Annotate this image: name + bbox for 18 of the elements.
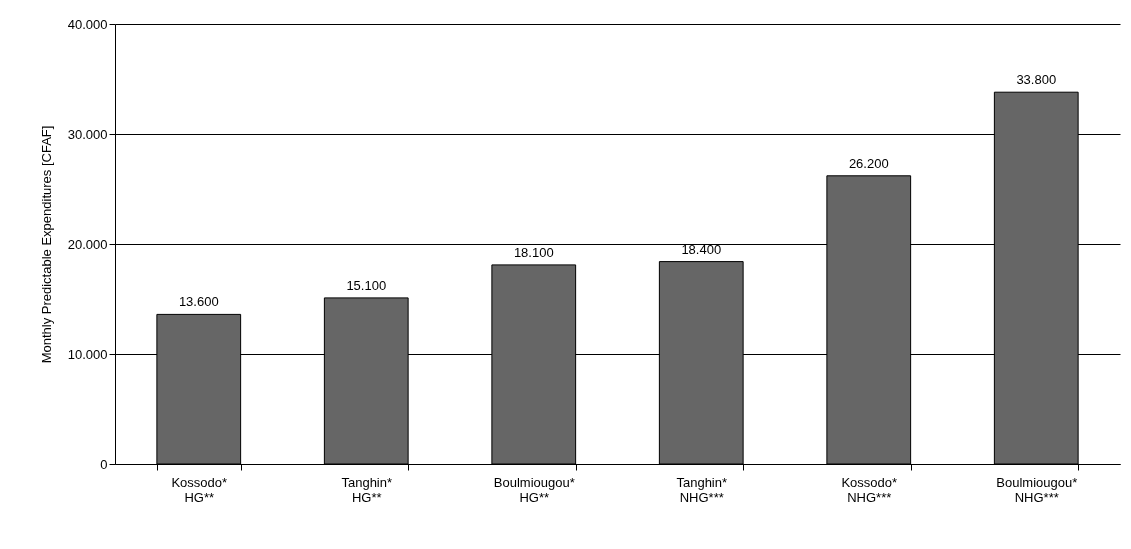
- y-tick-label: 0: [100, 456, 108, 472]
- x-tick-label: Boulmiougou* HG**: [493, 474, 575, 505]
- x-tick-label: Tanghin* NHG***: [676, 474, 728, 505]
- y-tick-label: 40.000: [67, 16, 108, 32]
- data-label: 33.800: [1016, 72, 1057, 88]
- data-label: 15.100: [346, 277, 387, 293]
- x-tick-label: Kossodo* NHG***: [841, 474, 898, 505]
- data-label: 18.100: [513, 244, 554, 260]
- data-label: 13.600: [178, 294, 219, 310]
- x-tick-label: Kossodo* HG**: [171, 474, 228, 505]
- data-label: 26.200: [848, 155, 889, 171]
- y-tick-label: 10.000: [67, 346, 108, 362]
- y-tick-label: 30.000: [67, 126, 108, 142]
- y-axis-title: Monthly Predictable Expenditures [CFAF]: [38, 125, 54, 364]
- data-label: 18.400: [681, 241, 722, 257]
- y-tick-label: 20.000: [67, 236, 108, 252]
- x-tick-label: Tanghin* HG**: [341, 474, 393, 505]
- x-tick-label: Boulmiougou* NHG***: [996, 474, 1078, 505]
